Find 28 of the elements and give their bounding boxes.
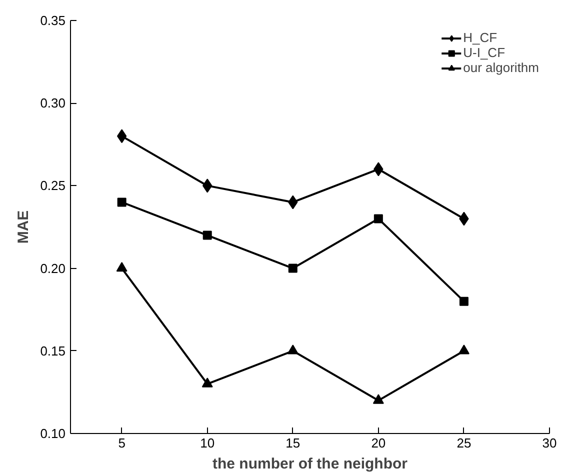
y-tick-label: 0.30 xyxy=(40,96,66,111)
point xyxy=(116,262,128,272)
x-axis-title: the number of the neighbor xyxy=(212,456,408,472)
y-axis-title: MAE xyxy=(15,210,32,244)
y-tick-label: 0.15 xyxy=(40,343,66,358)
x-tick-label: 25 xyxy=(456,436,472,450)
point xyxy=(372,394,384,404)
x-tick-label: 20 xyxy=(371,436,386,450)
legend-label: our algorithm xyxy=(463,60,539,75)
y-tick-label: 0.25 xyxy=(40,178,66,194)
y-tick-label: 0.35 xyxy=(40,13,66,28)
point xyxy=(287,344,298,354)
x-tick-label: 30 xyxy=(542,436,557,450)
y-tick-label: 0.10 xyxy=(40,426,66,441)
point xyxy=(288,264,298,273)
x-tick-label: 5 xyxy=(118,436,126,450)
legend-label: U-I_CF xyxy=(463,45,506,60)
x-tick-label: 10 xyxy=(200,436,215,450)
y-tick-label: 0.20 xyxy=(40,260,66,276)
point xyxy=(458,344,470,354)
x-tick-label: 15 xyxy=(286,436,300,450)
legend-label: H_CF xyxy=(463,30,498,45)
point xyxy=(117,198,126,207)
point xyxy=(202,378,213,388)
point xyxy=(116,129,127,144)
point xyxy=(202,230,212,240)
point xyxy=(459,296,468,306)
point xyxy=(374,214,383,224)
